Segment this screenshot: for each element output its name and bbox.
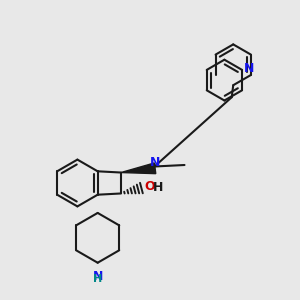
Text: N: N: [92, 270, 103, 283]
Text: H: H: [152, 181, 163, 194]
Text: H: H: [93, 274, 103, 284]
Text: N: N: [150, 156, 160, 170]
Text: N: N: [244, 62, 254, 75]
Polygon shape: [121, 163, 156, 174]
Text: O: O: [144, 180, 155, 194]
